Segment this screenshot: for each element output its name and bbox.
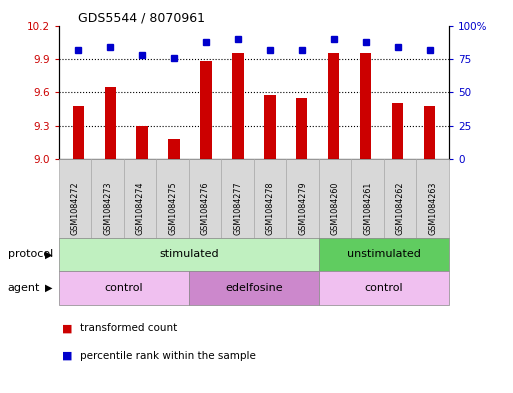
Text: GSM1084276: GSM1084276 <box>201 181 210 235</box>
Text: edelfosine: edelfosine <box>225 283 283 293</box>
Text: GSM1084272: GSM1084272 <box>71 181 80 235</box>
Text: GSM1084279: GSM1084279 <box>298 181 307 235</box>
Bar <box>392 103 403 159</box>
Text: transformed count: transformed count <box>80 323 177 333</box>
Bar <box>232 53 244 159</box>
Bar <box>72 106 84 159</box>
Text: control: control <box>365 283 403 293</box>
Text: ▶: ▶ <box>45 283 52 293</box>
Bar <box>264 95 275 159</box>
Text: ■: ■ <box>62 323 72 333</box>
Text: ■: ■ <box>62 351 72 361</box>
Text: GSM1084260: GSM1084260 <box>331 181 340 235</box>
Bar <box>105 87 116 159</box>
Text: GSM1084262: GSM1084262 <box>396 181 405 235</box>
Text: GDS5544 / 8070961: GDS5544 / 8070961 <box>78 11 206 24</box>
Text: GSM1084261: GSM1084261 <box>363 181 372 235</box>
Bar <box>136 126 148 159</box>
Bar <box>360 53 371 159</box>
Bar <box>424 106 436 159</box>
Text: ▶: ▶ <box>45 250 52 259</box>
Bar <box>168 139 180 159</box>
Text: percentile rank within the sample: percentile rank within the sample <box>80 351 255 361</box>
Bar <box>297 98 307 159</box>
Text: GSM1084274: GSM1084274 <box>136 181 145 235</box>
Text: GSM1084273: GSM1084273 <box>103 181 112 235</box>
Text: GSM1084278: GSM1084278 <box>266 181 274 235</box>
Text: protocol: protocol <box>8 250 53 259</box>
Text: unstimulated: unstimulated <box>347 250 421 259</box>
Text: GSM1084263: GSM1084263 <box>428 181 437 235</box>
Text: control: control <box>105 283 143 293</box>
Bar <box>328 53 340 159</box>
Text: stimulated: stimulated <box>159 250 219 259</box>
Text: GSM1084275: GSM1084275 <box>168 181 177 235</box>
Text: GSM1084277: GSM1084277 <box>233 181 242 235</box>
Text: agent: agent <box>8 283 40 293</box>
Bar <box>201 61 211 159</box>
